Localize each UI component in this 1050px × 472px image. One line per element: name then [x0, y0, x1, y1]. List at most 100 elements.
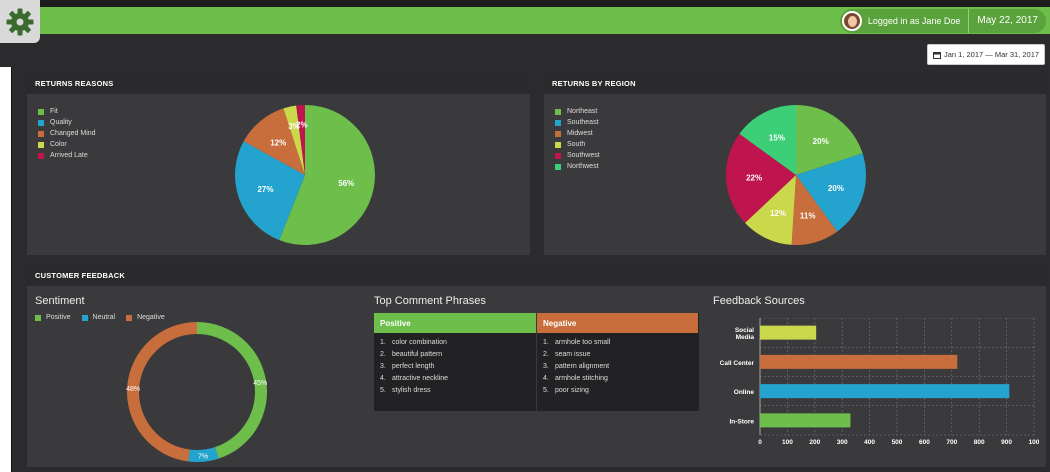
list-number: 2.	[543, 351, 549, 358]
slice-southwest[interactable]	[726, 133, 796, 223]
data-label-northeast: 20%	[813, 137, 829, 146]
bar-social-media[interactable]	[760, 325, 817, 340]
legend-item-neutral: Neutral	[81, 314, 116, 321]
negative-header: Negative	[537, 313, 698, 333]
legend-item-quality: Quality	[38, 117, 96, 128]
slice-south[interactable]	[744, 175, 796, 245]
list-item: 2. seam issue	[543, 351, 698, 363]
legend-item-arrived-late: Arrived Late	[38, 150, 96, 161]
x-tick-label: 600	[919, 439, 930, 446]
legend-label: Midwest	[567, 130, 593, 137]
legend-swatch	[81, 314, 88, 321]
list-number: 4.	[543, 375, 549, 382]
panel-title: RETURNS REASONS	[27, 72, 530, 94]
legend-item-south: South	[555, 139, 600, 150]
slice-northeast[interactable]	[796, 105, 863, 175]
x-tick-label: 100	[1029, 439, 1040, 446]
bar-online[interactable]	[760, 384, 1010, 399]
legend-item-color: Color	[38, 139, 96, 150]
list-item: 1. armhole too small	[543, 339, 698, 351]
list-number: 3.	[380, 363, 386, 370]
x-tick-label: 800	[974, 439, 985, 446]
slice-neutral[interactable]	[188, 447, 219, 462]
legend-label: South	[567, 141, 586, 148]
list-number: 1.	[543, 339, 549, 346]
list-number: 3.	[543, 363, 549, 370]
date-range-label: Jan 1, 2017 — Mar 31, 2017	[943, 50, 1040, 59]
gear-icon	[6, 8, 34, 35]
list-item: 4. armhole stitching	[543, 375, 698, 387]
slice-fit[interactable]	[279, 105, 375, 245]
user-menu[interactable]: Logged in as Jane Doe	[839, 8, 969, 33]
logged-in-label: Logged in as Jane Doe	[867, 15, 961, 26]
slice-changed-mind[interactable]	[243, 108, 305, 175]
list-number: 5.	[380, 387, 386, 394]
x-tick-label: 900	[1001, 439, 1012, 446]
slice-arrived-late[interactable]	[296, 105, 305, 175]
slice-negative[interactable]	[126, 322, 197, 462]
list-item: 3. pattern alignment	[543, 363, 698, 375]
positive-phrases-list: 1. color combination 2. beautiful pattern 3.…	[374, 333, 536, 399]
legend-item-southeast: Southeast	[555, 117, 600, 128]
list-item: 5. stylish dress	[380, 387, 536, 399]
x-tick-label: 400	[864, 439, 875, 446]
returns-reasons-pie-chart: 56% 27% 12%3%2%	[235, 105, 375, 245]
legend-swatch	[126, 314, 133, 321]
slice-positive[interactable]	[197, 322, 267, 459]
list-item: 2. beautiful pattern	[380, 351, 536, 363]
list-item: 1. color combination	[380, 339, 536, 351]
bar-call-center[interactable]	[760, 354, 958, 369]
data-label-positive: 45%	[253, 380, 267, 387]
legend-swatch	[555, 108, 561, 115]
phrase-text: poor sizing	[555, 387, 589, 394]
slice-northwest[interactable]	[739, 105, 796, 175]
list-number: 1.	[380, 339, 386, 346]
list-item: 5. poor sizing	[543, 387, 698, 399]
legend-label: Fit	[50, 108, 58, 115]
legend-swatch	[555, 141, 561, 148]
top-comment-phrases-table: Positive 1. color combination 2. beautiful …	[374, 313, 699, 411]
data-label-south: 12%	[770, 209, 786, 218]
phrase-text: beautiful pattern	[392, 351, 443, 358]
data-label-changed-mind: 12%	[270, 139, 286, 148]
data-label-arrived-late: 2%	[296, 121, 308, 130]
date-range-picker[interactable]: Jan 1, 2017 — Mar 31, 2017	[927, 44, 1045, 65]
list-number: 2.	[380, 351, 386, 358]
legend-swatch	[555, 119, 561, 126]
returns-by-region-legend: Northeast Southeast Midwest South Southwest N…	[555, 106, 600, 172]
sentiment-title: Sentiment	[35, 295, 85, 307]
y-tick-label: Call Center	[720, 360, 755, 367]
legend-item-midwest: Midwest	[555, 128, 600, 139]
slice-color[interactable]	[283, 105, 305, 175]
legend-label: Southwest	[567, 152, 600, 159]
positive-phrases-column: Positive 1. color combination 2. beautiful …	[374, 313, 536, 411]
legend-label: Changed Mind	[50, 130, 96, 137]
returns-reasons-legend: Fit Quality Changed Mind Color Arrived Late	[38, 106, 96, 161]
phrase-text: armhole stitching	[555, 375, 608, 382]
slice-quality[interactable]	[235, 141, 305, 241]
legend-item-northwest: Northwest	[555, 161, 600, 172]
data-label-northwest: 15%	[769, 134, 785, 143]
legend-swatch	[38, 152, 44, 159]
y-tick-label: Media	[736, 334, 755, 341]
negative-phrases-column: Negative 1. armhole too small 2. seam issue…	[536, 313, 698, 411]
legend-item-changed-mind: Changed Mind	[38, 128, 96, 139]
slice-midwest[interactable]	[791, 175, 838, 245]
data-label-southeast: 20%	[828, 184, 844, 193]
legend-label: Northeast	[567, 108, 598, 115]
legend-label: Neutral	[92, 314, 116, 321]
legend-swatch	[38, 108, 44, 115]
left-sidebar-edge	[0, 67, 12, 472]
settings-button[interactable]	[0, 0, 40, 43]
slice-southeast[interactable]	[796, 153, 866, 232]
negative-phrases-list: 1. armhole too small 2. seam issue 3. pattern…	[537, 333, 698, 399]
y-tick-label: Social	[735, 327, 754, 334]
phrase-text: color combination	[392, 339, 447, 346]
current-date: May 22, 2017	[968, 8, 1046, 33]
bar-in-store[interactable]	[760, 413, 851, 428]
x-tick-label: 0	[758, 439, 762, 446]
returns-by-region-pie-chart: 20% 20% 11% 12% 22% 15%	[726, 105, 866, 245]
y-tick-label: In-Store	[729, 418, 754, 425]
legend-swatch	[555, 130, 561, 137]
legend-swatch	[555, 152, 561, 159]
